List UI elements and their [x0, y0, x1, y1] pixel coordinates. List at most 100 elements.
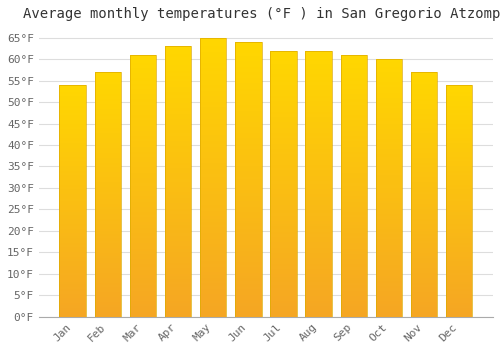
Bar	[340, 223, 367, 225]
Bar	[306, 253, 332, 255]
Bar	[446, 154, 472, 157]
Bar	[446, 189, 472, 191]
Bar	[340, 275, 367, 278]
Bar	[60, 90, 86, 92]
Bar	[306, 274, 332, 277]
Bar	[376, 224, 402, 226]
Bar	[200, 286, 226, 289]
Bar	[446, 261, 472, 264]
Bar	[130, 81, 156, 84]
Bar	[446, 273, 472, 275]
Bar	[200, 222, 226, 225]
Bar	[376, 294, 402, 296]
Bar	[130, 267, 156, 270]
Bar	[130, 144, 156, 147]
Bar	[340, 236, 367, 238]
Bar	[340, 285, 367, 288]
Bar	[235, 144, 262, 146]
Bar	[270, 178, 296, 181]
Bar	[446, 101, 472, 104]
Bar	[165, 230, 191, 233]
Bar	[60, 282, 86, 284]
Bar	[235, 105, 262, 108]
Bar	[306, 293, 332, 295]
Bar	[376, 98, 402, 100]
Bar	[340, 230, 367, 233]
Bar	[200, 38, 226, 41]
Bar	[376, 82, 402, 85]
Bar	[235, 254, 262, 256]
Bar	[165, 201, 191, 203]
Bar	[446, 187, 472, 189]
Bar	[446, 282, 472, 284]
Bar	[270, 282, 296, 285]
Bar	[376, 193, 402, 196]
Bar	[340, 71, 367, 73]
Bar	[60, 184, 86, 187]
Bar	[446, 266, 472, 268]
Bar	[270, 157, 296, 160]
Bar	[376, 103, 402, 105]
Bar	[130, 191, 156, 194]
Bar	[200, 96, 226, 99]
Bar	[270, 237, 296, 240]
Bar	[411, 297, 438, 300]
Bar	[306, 168, 332, 170]
Bar	[130, 183, 156, 186]
Bar	[340, 194, 367, 196]
Bar	[235, 314, 262, 317]
Bar	[411, 187, 438, 189]
Bar	[446, 298, 472, 301]
Bar	[165, 108, 191, 111]
Bar	[340, 314, 367, 317]
Bar	[270, 309, 296, 312]
Bar	[376, 186, 402, 188]
Bar	[340, 89, 367, 91]
Bar	[376, 245, 402, 247]
Bar	[130, 57, 156, 60]
Bar	[94, 72, 121, 75]
Bar	[130, 55, 156, 57]
Bar	[165, 149, 191, 152]
Bar	[446, 194, 472, 196]
Bar	[94, 75, 121, 77]
Bar	[235, 223, 262, 226]
Bar	[270, 176, 296, 178]
Bar	[446, 87, 472, 90]
Bar	[165, 62, 191, 65]
Bar	[446, 212, 472, 215]
Bar	[94, 275, 121, 278]
Bar	[200, 124, 226, 127]
Bar	[411, 221, 438, 224]
Bar	[235, 163, 262, 166]
Bar	[130, 304, 156, 306]
Bar	[270, 277, 296, 280]
Bar	[446, 271, 472, 273]
Bar	[235, 243, 262, 245]
Bar	[130, 115, 156, 118]
Bar	[235, 179, 262, 182]
Bar	[306, 295, 332, 298]
Bar	[446, 205, 472, 208]
Bar	[376, 271, 402, 273]
Bar	[200, 216, 226, 219]
Bar	[376, 152, 402, 154]
Bar	[446, 129, 472, 131]
Bar	[446, 115, 472, 117]
Bar	[94, 87, 121, 89]
Bar	[411, 206, 438, 209]
Bar	[200, 102, 226, 105]
Bar	[306, 226, 332, 229]
Bar	[306, 242, 332, 245]
Bar	[165, 130, 191, 133]
Bar	[130, 202, 156, 204]
Bar	[446, 184, 472, 187]
Bar	[446, 117, 472, 120]
Bar	[270, 303, 296, 306]
Bar	[130, 262, 156, 264]
Bar	[235, 300, 262, 303]
Bar	[340, 280, 367, 283]
Bar	[306, 106, 332, 109]
Bar	[446, 240, 472, 243]
Bar	[165, 233, 191, 236]
